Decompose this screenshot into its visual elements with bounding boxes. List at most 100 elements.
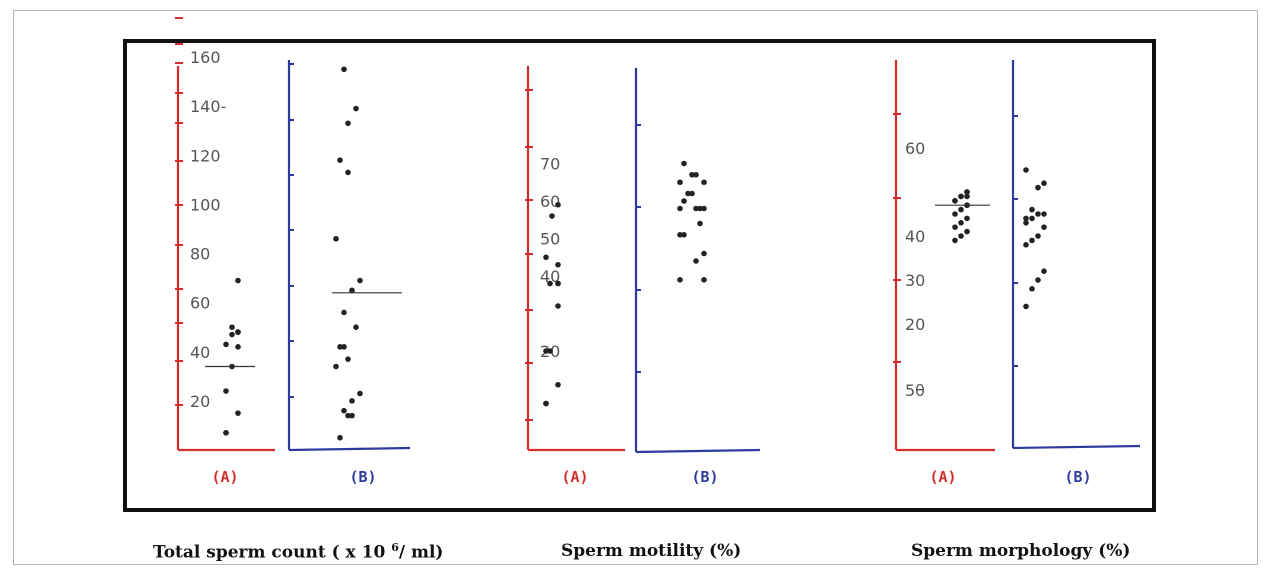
- data-point-a: [235, 410, 241, 416]
- data-point-b: [1023, 220, 1029, 226]
- data-point-b: [689, 171, 695, 178]
- data-point-b: [337, 344, 343, 350]
- tick-label: 40: [540, 267, 560, 286]
- tick-label: 30: [905, 271, 925, 290]
- data-point-a: [543, 348, 549, 354]
- data-point-b: [345, 120, 351, 127]
- data-point-a: [543, 400, 549, 407]
- data-point-a: [555, 261, 561, 268]
- tick-label: 80: [190, 245, 210, 264]
- data-point-b: [1035, 184, 1041, 191]
- data-point-b: [1041, 224, 1047, 230]
- data-point-b: [353, 105, 359, 112]
- data-point-a: [229, 331, 235, 338]
- data-point-b: [345, 169, 351, 176]
- axis-b-baseline: [288, 446, 411, 452]
- data-point-a: [964, 215, 970, 222]
- data-point-a: [958, 220, 964, 226]
- data-point-b: [1029, 286, 1035, 292]
- data-point-a: [547, 280, 553, 287]
- data-point-b: [1035, 277, 1041, 283]
- data-point-b: [681, 160, 687, 167]
- group-label-a: (A): [929, 468, 956, 486]
- data-point-b: [693, 258, 699, 264]
- data-point-b: [697, 205, 703, 212]
- data-point-a: [952, 224, 958, 230]
- data-point-a: [229, 324, 235, 330]
- data-point-b: [341, 344, 347, 350]
- data-point-b: [677, 179, 683, 186]
- data-point-b: [681, 231, 687, 238]
- data-point-a: [235, 277, 241, 284]
- data-point-a: [964, 189, 970, 195]
- data-point-b: [349, 398, 355, 404]
- caption-sperm-morphology: Sperm morphology (%): [911, 541, 1131, 561]
- data-point-b: [1035, 233, 1041, 239]
- data-point-a: [223, 341, 229, 348]
- axis-b-baseline: [1012, 444, 1141, 450]
- tick-label: 100: [190, 195, 221, 214]
- group-label-b: (B): [349, 468, 376, 486]
- data-point-b: [333, 363, 339, 370]
- data-point-b: [685, 190, 691, 197]
- data-point-a: [223, 388, 229, 394]
- data-point-b: [1023, 242, 1029, 248]
- data-point-a: [958, 193, 964, 200]
- data-point-b: [701, 179, 707, 186]
- data-point-b: [333, 235, 339, 242]
- data-point-b: [337, 157, 343, 163]
- caption-total-sperm-count: Total sperm count ( x 10 6/ ml): [153, 541, 444, 563]
- data-point-b: [345, 356, 351, 362]
- tick-label: 160: [190, 48, 221, 67]
- data-point-a: [952, 211, 958, 217]
- data-point-a: [964, 228, 970, 235]
- data-point-b: [681, 198, 687, 204]
- data-point-a: [952, 198, 958, 204]
- caption-sperm-motility: Sperm motility (%): [561, 541, 742, 561]
- data-point-a: [952, 237, 958, 244]
- data-point-b: [1041, 268, 1047, 275]
- axis-b-baseline: [635, 448, 761, 454]
- data-point-a: [555, 280, 561, 287]
- data-point-b: [1029, 215, 1035, 222]
- data-point-b: [337, 434, 343, 441]
- figure-border: [13, 10, 1258, 565]
- data-point-b: [693, 205, 699, 212]
- data-point-a: [958, 206, 964, 213]
- data-point-a: [555, 381, 561, 388]
- panel-motility: 2040506070(A)(B): [525, 66, 761, 486]
- group-label-a: (A): [211, 468, 238, 486]
- data-point-b: [349, 287, 355, 294]
- tick-label: 40: [905, 227, 925, 246]
- data-point-b: [341, 66, 347, 73]
- data-point-b: [349, 412, 355, 419]
- data-point-b: [697, 220, 703, 227]
- data-point-b: [341, 309, 347, 316]
- tick-label: 120: [190, 146, 221, 165]
- tick-label: 70: [540, 155, 560, 174]
- data-point-b: [1029, 206, 1035, 213]
- data-point-b: [1041, 180, 1047, 186]
- tick-label: 40: [190, 343, 210, 362]
- tick-label: 60: [540, 192, 560, 211]
- data-point-b: [1041, 211, 1047, 217]
- tick-label: 60: [905, 139, 925, 158]
- data-point-a: [547, 348, 553, 354]
- data-point-b: [693, 171, 699, 178]
- group-label-a: (A): [561, 468, 588, 486]
- data-point-a: [235, 329, 241, 335]
- group-label-b: (B): [691, 468, 718, 486]
- data-point-b: [701, 250, 707, 257]
- data-point-a: [543, 254, 549, 261]
- data-point-a: [223, 430, 229, 436]
- data-point-a: [555, 303, 561, 309]
- tick-label: 20: [190, 392, 210, 411]
- data-point-a: [964, 193, 970, 200]
- data-point-b: [1035, 211, 1041, 217]
- data-point-b: [345, 412, 351, 419]
- data-point-b: [353, 324, 359, 330]
- data-point-b: [341, 407, 347, 414]
- tick-label: 50: [540, 230, 560, 249]
- panel-frame: [123, 39, 1156, 512]
